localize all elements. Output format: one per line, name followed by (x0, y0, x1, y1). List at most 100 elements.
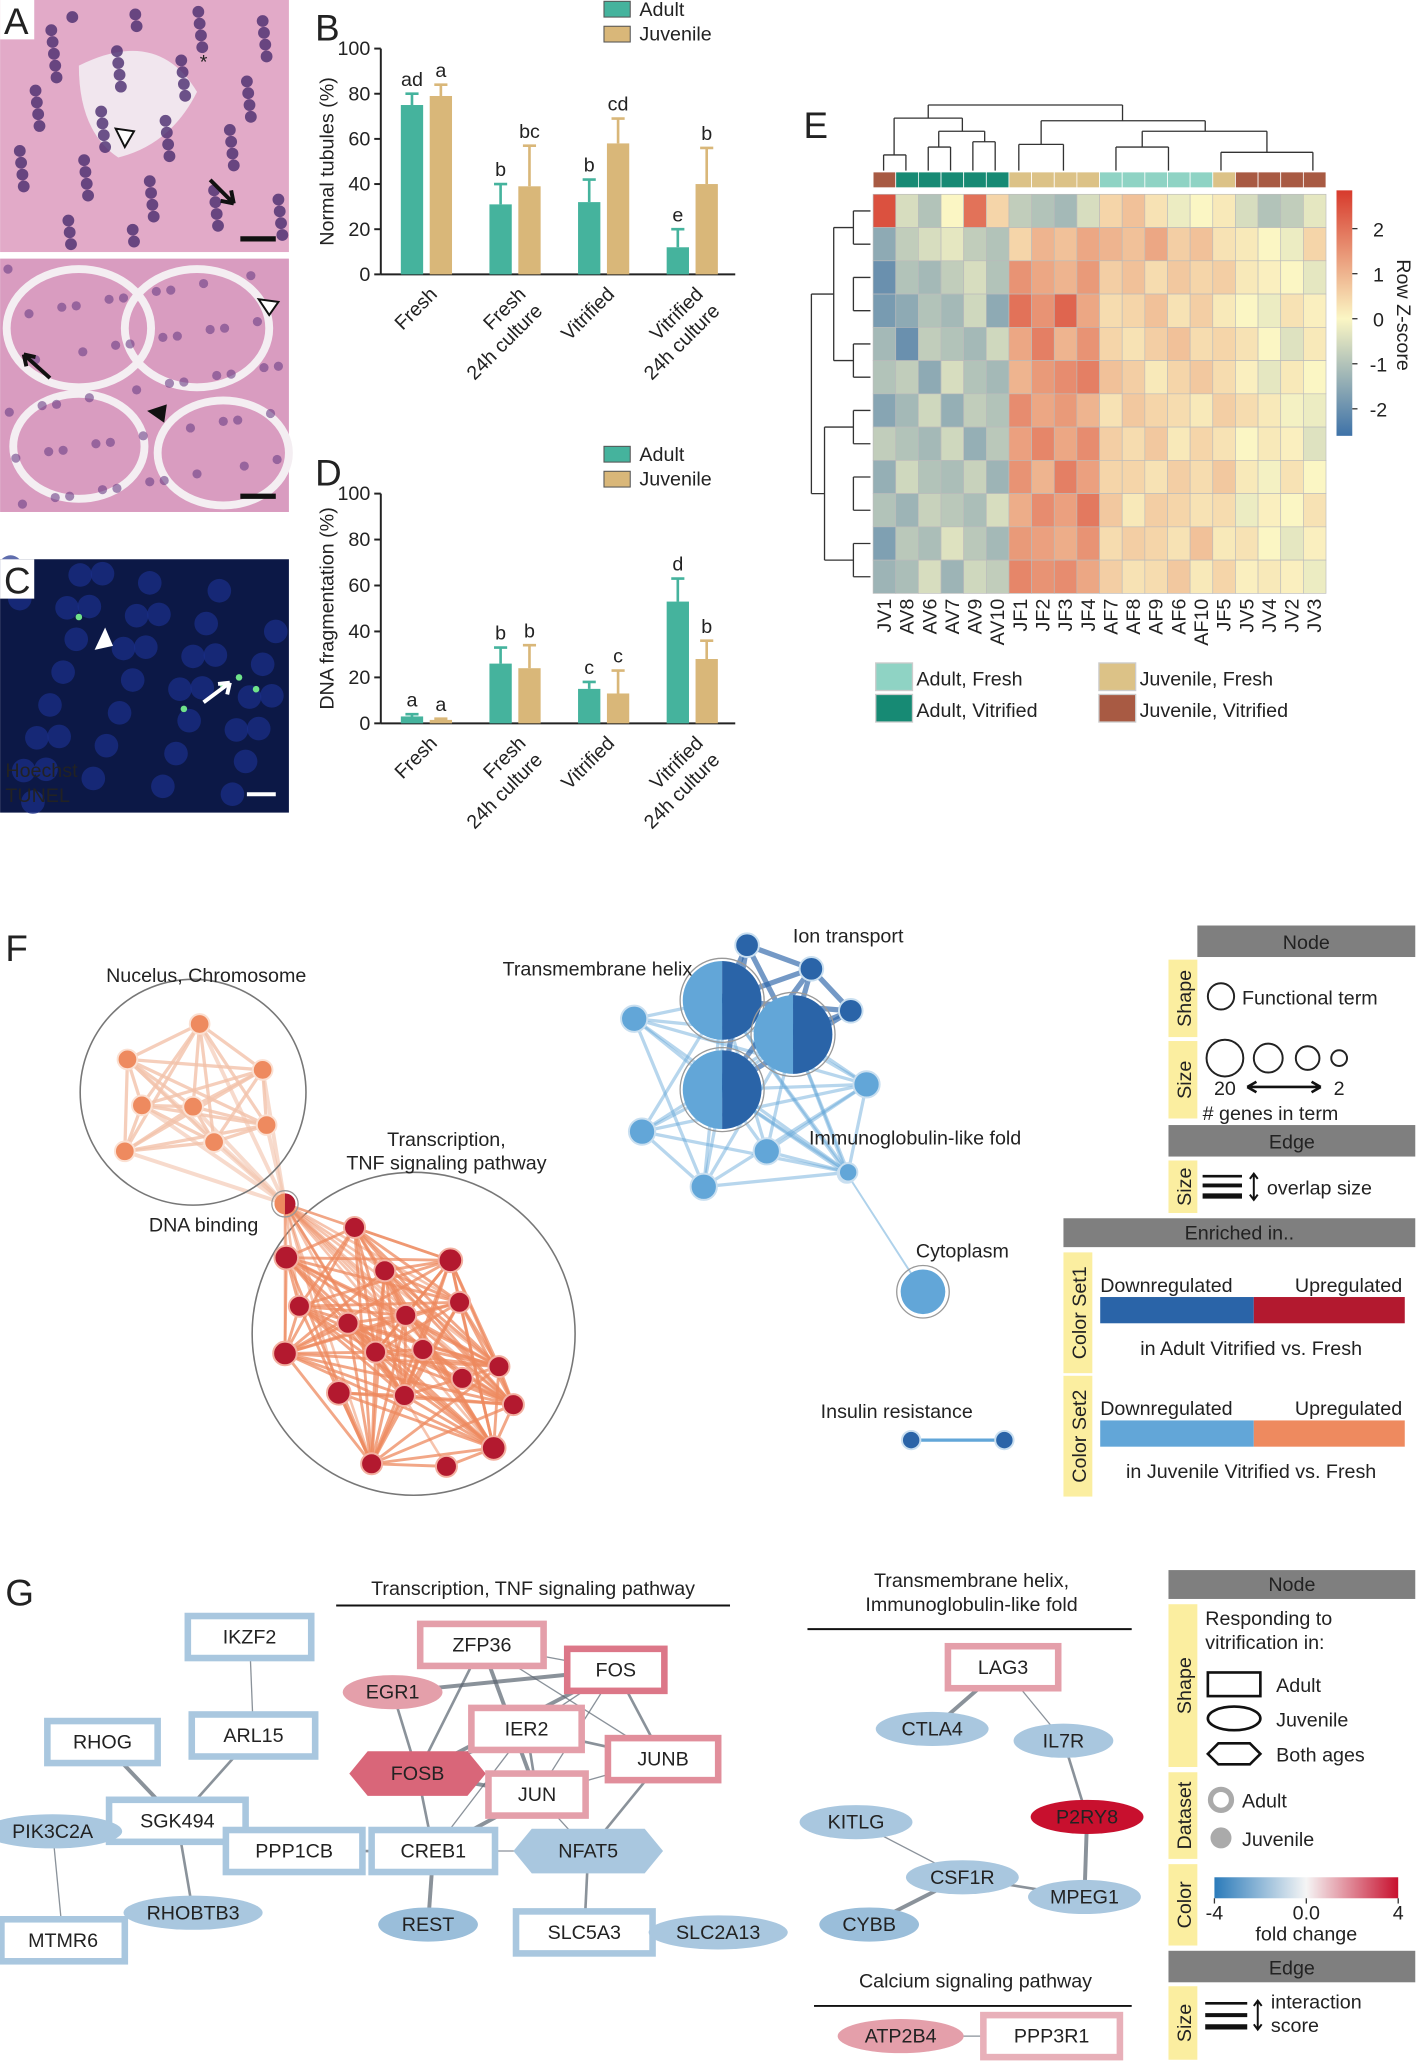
nucleus (114, 80, 127, 93)
nucleus (194, 611, 219, 636)
heatmap-cell (1303, 360, 1327, 395)
heatmap-cell (985, 227, 1010, 262)
heatmap-cell (1053, 293, 1078, 328)
heatmap-cell (1303, 326, 1327, 361)
heatmap-cell (1099, 393, 1123, 428)
heatmap-cell (1167, 393, 1191, 428)
heatmap-cell (1053, 493, 1078, 528)
gene-node (648, 1915, 788, 1950)
edge (283, 1203, 350, 1324)
heatmap-cell (985, 460, 1010, 494)
nucleus (58, 445, 68, 455)
heatmap-cell (1121, 227, 1146, 262)
significance-letter: cd (608, 94, 629, 116)
nucleus (166, 285, 176, 295)
heatmap-cell (1257, 526, 1282, 561)
nucleus (15, 156, 28, 169)
heatmap-cell (1167, 293, 1191, 328)
term-node (793, 995, 833, 1074)
heatmap-cell (895, 460, 919, 494)
y-tick-label: 0 (359, 713, 370, 735)
colorbar-label: Row Z-score (1392, 259, 1414, 371)
edge (353, 1226, 500, 1368)
heatmap-cell (1076, 493, 1100, 528)
nucleus (212, 370, 222, 381)
nucleus (96, 117, 109, 130)
significance-letter: bc (519, 121, 540, 143)
heatmap-cell (1121, 260, 1146, 295)
edge (384, 1269, 461, 1304)
nucleus (147, 602, 171, 627)
heatmap-cell (918, 426, 942, 461)
legend-header-text: Enriched in.. (1185, 1222, 1294, 1244)
bar (400, 105, 424, 275)
nucleus (97, 129, 110, 142)
heatmap-cell (1189, 293, 1214, 328)
heatmap-cell (1031, 360, 1055, 395)
gene-node (980, 2011, 1124, 2061)
edge (458, 1301, 515, 1406)
significance-letter: a (435, 694, 446, 716)
nucleus (176, 66, 189, 79)
legend-shape (1206, 1671, 1262, 1698)
term-node (411, 1338, 435, 1362)
nucleus (273, 361, 284, 371)
gene-label: ZFP36 (452, 1634, 511, 1656)
heatmap-cell (1280, 559, 1304, 594)
nucleus (250, 652, 275, 677)
gene-label: LAG3 (978, 1657, 1028, 1679)
nucleus (65, 491, 75, 501)
nucleus (113, 68, 126, 81)
legend-label: Juvenile, Fresh (1140, 668, 1274, 690)
heatmap-cell (895, 393, 919, 428)
nucleus (97, 485, 108, 495)
heatmap-cell (940, 227, 965, 262)
group-title: Transmembrane helix, Immunoglobulin-like … (865, 1570, 1077, 1616)
nucleus (273, 205, 286, 218)
error-bar (405, 712, 419, 717)
edge (283, 1203, 373, 1465)
heatmap-cell (940, 393, 965, 428)
nucleus (17, 180, 30, 193)
heatmap-cell (895, 227, 919, 262)
column-label: AF9 (1146, 599, 1168, 635)
gene-label: IKZF2 (223, 1627, 277, 1649)
significance-letter: c (584, 657, 594, 679)
heatmap-cell (1076, 326, 1100, 361)
bar (606, 693, 630, 724)
heatmap-cell (1167, 360, 1191, 395)
nucleus (219, 323, 230, 333)
heatmap-cell (1167, 260, 1191, 295)
group-strip (1302, 171, 1327, 189)
heatmap-cell (1099, 426, 1123, 461)
gene-node (342, 1675, 443, 1710)
edge (846, 1084, 869, 1173)
heatmap-cell (872, 426, 897, 461)
heatmap-cell (918, 326, 942, 361)
gene-label: CREB1 (400, 1841, 466, 1863)
significance-letter: a (435, 60, 446, 82)
heatmap-cell (1121, 360, 1146, 395)
fold-change-tick-label: 4 (1393, 1902, 1404, 1924)
heatmap-cell (985, 326, 1010, 361)
nucleus (134, 635, 158, 660)
heatmap-cell (1008, 559, 1032, 594)
legend-label: Juvenile, Vitrified (1140, 700, 1288, 722)
gene-node (0, 1814, 123, 1849)
edge (284, 1352, 405, 1397)
nucleus (233, 415, 243, 425)
error-bar (611, 117, 625, 144)
nucleus (225, 135, 238, 148)
color-set-bar (1253, 1297, 1405, 1324)
edge (371, 1446, 494, 1466)
nucleus (243, 99, 256, 111)
heatmap-cell (1189, 393, 1214, 428)
heatmap-cell (1053, 526, 1078, 561)
edge (375, 1350, 500, 1369)
heatmap-cell (1099, 460, 1123, 494)
gene-label: REST (402, 1914, 455, 1936)
legend-band (1063, 1252, 1093, 1374)
term-label: Nucelus, Chromosome (106, 965, 306, 987)
heatmap-cell (872, 326, 897, 361)
legend-label: Adult (639, 444, 684, 466)
